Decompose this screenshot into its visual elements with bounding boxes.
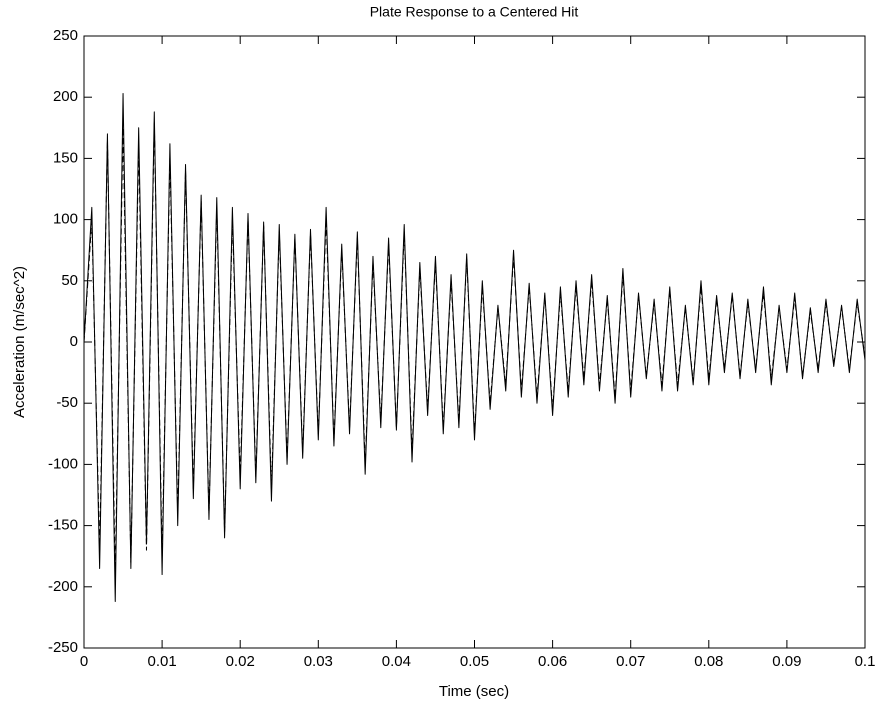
y-tick-label: -250 <box>48 639 78 656</box>
chart-title: Plate Response to a Centered Hit <box>370 4 579 20</box>
y-tick-label: 0 <box>70 333 78 350</box>
x-tick-label: 0.01 <box>147 653 176 670</box>
series-line <box>83 121 866 576</box>
x-tick-label: 0.02 <box>226 653 255 670</box>
x-tick-label: 0.07 <box>616 653 645 670</box>
y-tick-label: 200 <box>53 88 78 105</box>
x-tick-label: 0 <box>80 653 88 670</box>
x-tick-label: 0.03 <box>304 653 333 670</box>
plot-frame <box>83 35 866 649</box>
y-tick-label: -150 <box>48 517 78 534</box>
y-tick-label: -100 <box>48 455 78 472</box>
y-tick-label: 50 <box>61 272 78 289</box>
y-tick-label: 250 <box>53 27 78 44</box>
x-tick-label: 0.06 <box>538 653 567 670</box>
y-tick-label: -50 <box>56 394 78 411</box>
y-tick-label: 150 <box>53 149 78 166</box>
y-tick-label: 100 <box>53 211 78 228</box>
x-tick-label: 0.04 <box>382 653 411 670</box>
y-axis-label: Acceleration (m/sec^2) <box>11 266 28 418</box>
x-tick-label: 0.05 <box>460 653 489 670</box>
x-axis-label: Time (sec) <box>439 683 509 700</box>
series-line <box>83 93 866 602</box>
y-tick-label: -200 <box>48 578 78 595</box>
x-tick-label: 0.1 <box>855 653 876 670</box>
x-tick-label: 0.09 <box>772 653 801 670</box>
x-tick-label: 0.08 <box>694 653 723 670</box>
